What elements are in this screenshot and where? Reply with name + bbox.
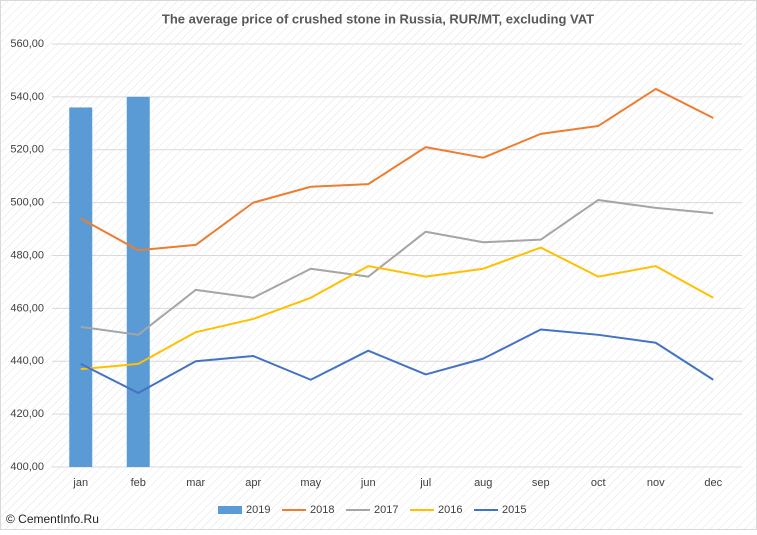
y-tick-label: 500,00 (10, 197, 44, 209)
x-tick-label: feb (131, 477, 146, 489)
x-tick-label: mar (186, 477, 205, 489)
bar (126, 96, 150, 467)
chart-title: The average price of crushed stone in Ru… (162, 11, 594, 26)
y-tick-label: 400,00 (10, 461, 44, 473)
x-tick-label: dec (704, 477, 722, 489)
bar (69, 107, 93, 467)
y-tick-label: 540,00 (10, 91, 44, 103)
x-tick-label: apr (245, 477, 261, 489)
x-tick-label: nov (647, 477, 665, 489)
x-tick-label: jul (419, 477, 431, 489)
x-tick-label: may (300, 477, 321, 489)
legend-label: 2016 (438, 504, 462, 516)
y-tick-label: 440,00 (10, 355, 44, 367)
line (80, 87, 714, 252)
x-tick-label: aug (474, 477, 492, 489)
x-tick-label: oct (591, 477, 606, 489)
legend-label: 2019 (246, 504, 270, 516)
y-tick-label: 480,00 (10, 249, 44, 261)
x-tick-label: jun (360, 477, 376, 489)
legend-label: 2015 (502, 504, 526, 516)
source: © CementInfo.Ru (6, 512, 99, 526)
line (80, 198, 714, 336)
legend-swatch (218, 506, 242, 514)
y-tick-label: 460,00 (10, 302, 44, 314)
legend-label: 2017 (374, 504, 398, 516)
y-tick-label: 560,00 (10, 38, 44, 50)
x-tick-label: jan (72, 477, 88, 489)
line (80, 246, 714, 371)
y-tick-label: 520,00 (10, 144, 44, 156)
legend-label: 2018 (310, 504, 334, 516)
y-tick-label: 420,00 (10, 408, 44, 420)
x-tick-label: sep (532, 477, 550, 489)
line (80, 328, 714, 394)
